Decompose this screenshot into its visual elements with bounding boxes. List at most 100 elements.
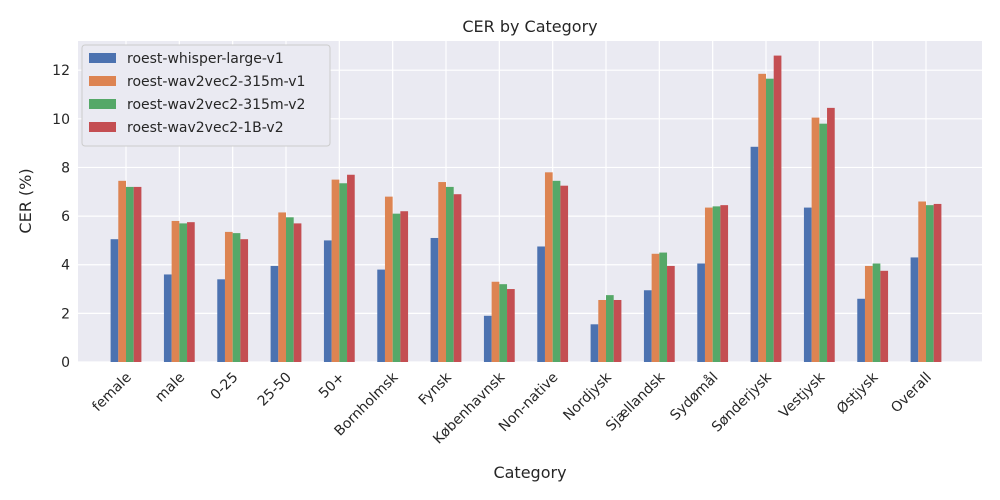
bar bbox=[758, 73, 766, 363]
bar bbox=[918, 201, 926, 362]
legend-label: roest-wav2vec2-315m-v1 bbox=[127, 74, 305, 90]
bar bbox=[446, 186, 454, 362]
bar bbox=[347, 174, 355, 362]
bar bbox=[377, 269, 385, 362]
bar bbox=[643, 290, 652, 362]
bar bbox=[217, 279, 225, 362]
bar bbox=[430, 237, 439, 362]
y-tick-label: 6 bbox=[61, 209, 70, 225]
bar bbox=[270, 265, 279, 362]
bar bbox=[499, 284, 508, 362]
bar bbox=[544, 172, 553, 362]
bar bbox=[187, 222, 195, 362]
bar bbox=[926, 205, 934, 362]
legend-label: roest-whisper-large-v1 bbox=[127, 51, 284, 67]
bar bbox=[766, 78, 774, 363]
bar bbox=[179, 223, 188, 362]
x-tick-label: Fynsk bbox=[416, 369, 456, 409]
bar bbox=[163, 274, 172, 362]
bar bbox=[872, 263, 881, 362]
bar bbox=[697, 263, 705, 362]
legend-swatch bbox=[89, 76, 116, 86]
bar bbox=[392, 213, 401, 362]
bar bbox=[133, 186, 142, 362]
bar bbox=[400, 211, 409, 362]
bar bbox=[598, 299, 606, 362]
legend: roest-whisper-large-v1 roest-wav2vec2-315… bbox=[81, 44, 331, 147]
bar bbox=[811, 117, 820, 363]
bar bbox=[171, 220, 180, 362]
chart-title: CER by Category bbox=[462, 17, 597, 36]
bar bbox=[773, 55, 782, 362]
x-tick-label: Nordjysk bbox=[560, 369, 615, 424]
bar bbox=[110, 239, 119, 362]
y-axis-title: CER (%) bbox=[16, 168, 35, 233]
bar bbox=[126, 186, 134, 362]
bar bbox=[667, 265, 675, 362]
bar bbox=[720, 205, 729, 362]
bar bbox=[278, 212, 286, 362]
bar bbox=[606, 295, 614, 362]
bar bbox=[507, 289, 515, 362]
bar bbox=[331, 179, 340, 362]
x-tick-labels: female male 0-25 25-50 50+Bornholmsk FynskKøb… bbox=[89, 369, 934, 448]
bar bbox=[323, 240, 332, 362]
bar bbox=[819, 123, 828, 362]
y-tick-labels: 0 2 4 6 8 10 12 bbox=[52, 63, 70, 371]
x-tick-label: 0-25 bbox=[208, 370, 242, 404]
bar bbox=[803, 207, 812, 362]
bar bbox=[552, 180, 561, 362]
legend-label: roest-wav2vec2-315m-v2 bbox=[127, 97, 305, 113]
bar bbox=[483, 315, 492, 362]
bar bbox=[537, 246, 545, 362]
bar bbox=[933, 203, 942, 362]
legend-label: roest-wav2vec2-1B-v2 bbox=[127, 120, 284, 136]
legend-swatch bbox=[89, 122, 116, 132]
x-tick-label: 50+ bbox=[316, 370, 348, 402]
x-tick-label: male bbox=[152, 370, 188, 406]
bar bbox=[857, 298, 865, 362]
bar bbox=[590, 324, 599, 362]
x-tick-label: female bbox=[89, 370, 134, 415]
bar bbox=[453, 194, 462, 362]
bar bbox=[232, 233, 241, 362]
bar bbox=[659, 252, 668, 362]
y-tick-label: 0 bbox=[61, 355, 70, 371]
legend-swatch bbox=[89, 53, 116, 63]
x-tick-label: Overall bbox=[888, 370, 935, 417]
x-tick-label: Sjællandsk bbox=[603, 369, 669, 435]
y-tick-label: 2 bbox=[61, 306, 70, 322]
bar bbox=[491, 281, 500, 362]
legend-box bbox=[81, 44, 331, 147]
bar bbox=[750, 146, 759, 362]
x-tick-label: Vestjysk bbox=[776, 369, 829, 422]
x-tick-label: Sydømål bbox=[667, 369, 722, 424]
bar bbox=[240, 239, 249, 362]
bar bbox=[286, 217, 294, 362]
bar bbox=[560, 185, 569, 362]
bar bbox=[224, 231, 233, 362]
bar bbox=[827, 107, 835, 362]
bar-layer bbox=[110, 55, 942, 363]
x-tick-label: 25-50 bbox=[255, 370, 295, 410]
y-tick-label: 12 bbox=[52, 63, 70, 79]
y-tick-label: 8 bbox=[61, 160, 70, 176]
bar bbox=[293, 223, 302, 362]
bar bbox=[864, 265, 873, 362]
legend-swatch bbox=[89, 99, 116, 109]
bar bbox=[438, 182, 446, 362]
bar bbox=[118, 180, 126, 362]
bar bbox=[880, 270, 889, 362]
x-axis-title: Category bbox=[493, 463, 566, 482]
bar bbox=[384, 196, 393, 362]
bar bbox=[651, 253, 660, 362]
bar bbox=[712, 206, 721, 362]
bar bbox=[704, 207, 713, 362]
y-tick-label: 4 bbox=[61, 258, 70, 274]
y-tick-label: 10 bbox=[52, 112, 70, 128]
bar bbox=[910, 257, 919, 362]
x-tick-label: Østjysk bbox=[834, 369, 882, 417]
bar bbox=[613, 299, 622, 362]
